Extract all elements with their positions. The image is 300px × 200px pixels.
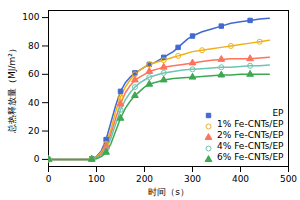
- svg-text:100: 100: [22, 12, 39, 22]
- svg-text:40: 40: [28, 98, 40, 108]
- svg-text:100: 100: [88, 174, 105, 184]
- svg-text:500: 500: [280, 174, 297, 184]
- svg-text:80: 80: [28, 41, 40, 51]
- svg-text:0: 0: [46, 174, 52, 184]
- svg-text:300: 300: [184, 174, 201, 184]
- svg-text:6% Fe-CNTs/EP: 6% Fe-CNTs/EP: [217, 152, 284, 162]
- svg-text:EP: EP: [272, 108, 284, 118]
- svg-text:200: 200: [136, 174, 153, 184]
- svg-text:60: 60: [28, 69, 40, 79]
- svg-text:4% Fe-CNTs/EP: 4% Fe-CNTs/EP: [217, 141, 284, 151]
- svg-text:400: 400: [232, 174, 249, 184]
- svg-text:时间（s）: 时间（s）: [148, 187, 189, 197]
- svg-text:1% Fe-CNTs/EP: 1% Fe-CNTs/EP: [217, 119, 284, 129]
- svg-text:0: 0: [34, 154, 40, 164]
- svg-text:总热释放量（MJ/m²）: 总热释放量（MJ/m²）: [7, 44, 17, 134]
- svg-text:20: 20: [28, 126, 40, 136]
- svg-text:2% Fe-CNTs/EP: 2% Fe-CNTs/EP: [217, 130, 284, 140]
